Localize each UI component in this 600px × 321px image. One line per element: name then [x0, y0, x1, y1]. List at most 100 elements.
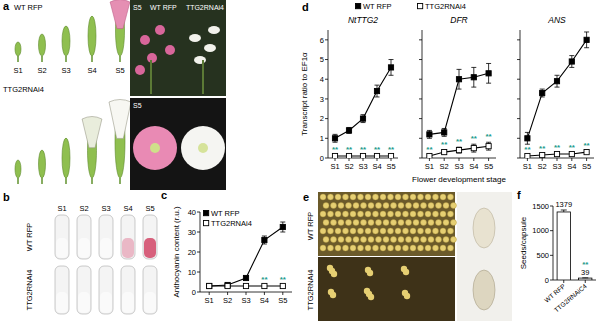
- y-tick-label: 40: [188, 208, 196, 217]
- error-bar: [442, 128, 447, 136]
- seed: [358, 228, 364, 234]
- y-tick: [325, 39, 328, 40]
- stem: [119, 178, 121, 184]
- legend-marker: [204, 211, 209, 216]
- plot-area: [207, 222, 286, 289]
- y-tick: [197, 212, 200, 213]
- x-tick-label: S3: [358, 162, 367, 171]
- point: [280, 224, 285, 229]
- bud: [88, 16, 96, 56]
- y-tick: [517, 79, 520, 80]
- tube-liquid: [56, 292, 68, 313]
- error-bar: [244, 276, 249, 279]
- significance: **: [374, 145, 381, 154]
- x-tick: [282, 292, 283, 295]
- y-axis-label: Anthocyanin content (r.u.): [172, 206, 181, 298]
- point: [374, 88, 379, 93]
- x-tick-label: S2: [223, 296, 232, 305]
- y-tick: [197, 292, 200, 293]
- seed: [425, 228, 431, 234]
- seed: [428, 237, 434, 243]
- stem: [91, 56, 93, 62]
- y-tick: [325, 59, 328, 60]
- x-tick: [264, 292, 265, 295]
- seed: [443, 220, 449, 226]
- label: TTG2RNAi4: [3, 85, 44, 94]
- point: [243, 283, 248, 288]
- bud: [15, 160, 21, 178]
- significance: **: [388, 145, 395, 154]
- seed: [433, 211, 439, 217]
- error-bar: [582, 277, 588, 278]
- error-bar: [457, 69, 462, 89]
- seed: [391, 237, 397, 243]
- point: [332, 153, 337, 158]
- seed: [406, 203, 412, 209]
- tube: [55, 215, 69, 259]
- seed: [365, 228, 371, 234]
- point: [225, 282, 230, 287]
- flower: [133, 126, 177, 170]
- x-tick: [377, 158, 378, 161]
- seed: [413, 220, 419, 226]
- label: S5: [133, 4, 142, 11]
- seed: [338, 220, 344, 226]
- bud: [39, 150, 46, 178]
- y-tick: [419, 79, 422, 80]
- seed: [376, 220, 382, 226]
- stem: [91, 178, 93, 184]
- seed: [373, 245, 379, 251]
- stem: [17, 178, 19, 184]
- x-tick: [363, 158, 364, 161]
- x-tick: [391, 158, 392, 161]
- seed: [368, 294, 374, 300]
- seed: [335, 194, 341, 200]
- stem: [41, 178, 43, 184]
- y-tick-label: 0: [545, 276, 549, 285]
- significance: **: [524, 145, 531, 154]
- data-label: 1379: [555, 200, 572, 209]
- seed: [433, 194, 439, 200]
- stem: [65, 56, 67, 62]
- seed: [406, 237, 412, 243]
- x-tick-label: S1: [205, 296, 214, 305]
- label: S5: [133, 102, 142, 109]
- seed: [398, 237, 404, 243]
- seed: [410, 228, 416, 234]
- error-bar: [555, 75, 560, 87]
- point: [207, 283, 212, 288]
- point: [427, 153, 432, 158]
- y-tick-label: 1: [320, 134, 324, 143]
- seed: [391, 220, 397, 226]
- seed: [448, 194, 454, 200]
- x-tick: [571, 158, 572, 161]
- y-tick: [517, 158, 520, 159]
- seed: [391, 203, 397, 209]
- seed: [380, 228, 386, 234]
- significance: **: [485, 132, 492, 141]
- seed: [361, 237, 367, 243]
- tube: [121, 215, 135, 259]
- point: [225, 283, 230, 288]
- y-tick-label: 10: [188, 268, 196, 277]
- seed: [451, 237, 457, 243]
- point: [346, 128, 351, 133]
- seed: [328, 228, 334, 234]
- seed: [358, 211, 364, 217]
- point: [486, 71, 491, 76]
- tube-liquid: [100, 292, 112, 313]
- seed: [440, 211, 446, 217]
- plot-area: [427, 63, 491, 158]
- x-tick: [557, 158, 558, 161]
- seed: [406, 220, 412, 226]
- legend-marker: [204, 221, 209, 226]
- y-tick-label: 1000: [532, 226, 549, 235]
- seed: [338, 237, 344, 243]
- flower: [204, 44, 216, 52]
- seed: [413, 237, 419, 243]
- tube-liquid: [144, 238, 156, 258]
- seed: [418, 228, 424, 234]
- flower: [165, 45, 175, 55]
- seed: [403, 194, 409, 200]
- seed: [331, 220, 337, 226]
